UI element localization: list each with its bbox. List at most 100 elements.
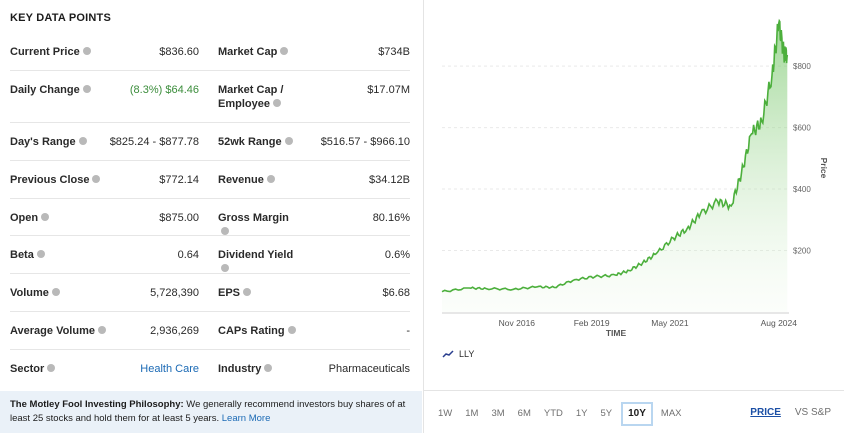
data-label-text: CAPs Rating <box>218 325 285 337</box>
y-tick-label: $800 <box>793 62 811 71</box>
data-value: (8.3%) $64.46 <box>129 84 199 96</box>
info-icon[interactable] <box>36 250 45 259</box>
info-icon[interactable] <box>284 137 293 146</box>
mode-tab-price[interactable]: PRICE <box>750 407 781 418</box>
philosophy-text: We generally recommend investors buy sha… <box>10 399 406 424</box>
data-value: $836.60 <box>159 46 199 58</box>
x-axis-label: TIME <box>606 328 627 338</box>
range-button-1y[interactable]: 1Y <box>575 408 588 419</box>
data-value: 2,936,269 <box>150 325 199 337</box>
philosophy-heading: The Motley Fool Investing Philosophy: <box>10 399 184 410</box>
data-value: 5,728,390 <box>150 287 199 299</box>
data-cell: Industry Pharmaceuticals <box>218 350 410 387</box>
data-row: Sector Health Care Industry Pharmaceuticals <box>10 350 410 387</box>
info-icon[interactable] <box>41 213 50 222</box>
data-label-text: Industry <box>218 363 262 375</box>
section-title: KEY DATA POINTS <box>10 12 111 24</box>
data-label: Beta <box>10 248 45 262</box>
range-button-10y[interactable]: 10Y <box>621 402 653 426</box>
info-icon[interactable] <box>78 137 87 146</box>
data-label-text: Beta <box>10 249 34 261</box>
info-icon[interactable] <box>266 175 275 184</box>
mode-tab-vs-sp[interactable]: VS S&P <box>794 407 831 418</box>
philosophy-banner: The Motley Fool Investing Philosophy: We… <box>0 391 422 433</box>
data-cell: Daily Change (8.3%) $64.46 <box>10 71 209 122</box>
data-label-text: Open <box>10 212 39 224</box>
info-icon[interactable] <box>280 47 289 56</box>
data-label: 52wk Range <box>218 135 293 149</box>
data-label-text: Sector <box>10 363 45 375</box>
data-label: EPS <box>218 286 252 300</box>
key-data-panel: KEY DATA POINTS Current Price $836.60 Mark… <box>0 12 422 433</box>
data-label: CAPs Rating <box>218 324 296 338</box>
mode-selector: PRICE VS S&P <box>736 407 831 418</box>
data-cell: Gross Margin 80.16% <box>218 199 410 236</box>
data-cell: Dividend Yield 0.6% <box>218 236 410 273</box>
data-label: Volume <box>10 286 60 300</box>
data-label: Market Cap / Employee <box>218 83 298 111</box>
info-icon[interactable] <box>264 364 273 373</box>
data-cell: Previous Close $772.14 <box>10 161 209 198</box>
data-label-text: Average Volume <box>10 325 95 337</box>
data-cell: CAPs Rating - <box>218 312 410 349</box>
y-tick-label: $200 <box>793 247 811 256</box>
data-row: Day's Range $825.24 - $877.78 52wk Range $5… <box>10 123 410 161</box>
data-value[interactable]: Health Care <box>140 363 199 375</box>
data-label: Gross Margin <box>218 211 298 239</box>
chart-controls: 1W 1M 3M 6M YTD 1Y 5Y 10Y MAX PRICE VS S&P <box>424 390 844 433</box>
data-row: Open $875.00 Gross Margin 80.16% <box>10 199 410 236</box>
x-tick-label: Nov 2016 <box>499 318 536 328</box>
learn-more-link[interactable]: Learn More <box>221 413 271 424</box>
data-label: Market Cap <box>218 45 289 59</box>
data-label: Dividend Yield <box>218 248 298 276</box>
data-label-text: EPS <box>218 287 241 299</box>
data-cell: Open $875.00 <box>10 199 209 235</box>
y-tick-label: $400 <box>793 185 811 194</box>
info-icon[interactable] <box>51 288 60 297</box>
range-button-6m[interactable]: 6M <box>517 408 531 419</box>
data-label: Daily Change <box>10 83 91 97</box>
info-icon[interactable] <box>221 264 229 273</box>
key-data-grid: Current Price $836.60 Market Cap $734B Daily… <box>10 33 410 387</box>
range-button-5y[interactable]: 5Y <box>600 408 613 419</box>
chart-legend[interactable]: LLY <box>442 349 474 359</box>
chart-panel: $200 $400 $600 $800 Nov 2016 Feb 2019 May 2021… <box>423 0 844 433</box>
data-cell: Current Price $836.60 <box>10 33 209 70</box>
data-value: $34.12B <box>369 174 410 186</box>
info-icon[interactable] <box>97 326 106 335</box>
data-cell: EPS $6.68 <box>218 274 410 311</box>
range-button-ytd[interactable]: YTD <box>543 408 563 419</box>
data-label-text: Current Price <box>10 46 80 58</box>
range-button-1m[interactable]: 1M <box>465 408 479 419</box>
data-label-text: Market Cap <box>218 46 278 58</box>
data-row: Previous Close $772.14 Revenue $34.12B <box>10 161 410 199</box>
data-cell: Market Cap / Employee $17.07M <box>218 71 410 122</box>
info-icon[interactable] <box>82 85 91 94</box>
data-value: 0.6% <box>384 249 410 261</box>
info-icon[interactable] <box>47 364 56 373</box>
data-value: - <box>406 325 410 337</box>
data-label-text: Dividend Yield <box>218 249 294 261</box>
data-label: Current Price <box>10 45 91 59</box>
x-tick-label: Feb 2019 <box>574 318 610 328</box>
data-value: 0.64 <box>177 249 199 261</box>
range-button-max[interactable]: MAX <box>660 408 682 419</box>
range-button-1w[interactable]: 1W <box>438 408 453 419</box>
range-button-3m[interactable]: 3M <box>491 408 505 419</box>
data-row: Daily Change (8.3%) $64.46 Market Cap / Em… <box>10 71 410 123</box>
info-icon[interactable] <box>221 227 229 236</box>
data-label-text: Revenue <box>218 174 264 186</box>
data-value: 80.16% <box>372 212 410 224</box>
info-icon[interactable] <box>287 326 296 335</box>
info-icon[interactable] <box>272 99 281 108</box>
price-area <box>442 20 788 313</box>
data-label: Sector <box>10 362 56 376</box>
info-icon[interactable] <box>82 47 91 56</box>
data-cell: Market Cap $734B <box>218 33 410 70</box>
data-value: $17.07M <box>367 84 410 96</box>
data-value: $516.57 - $966.10 <box>320 136 410 148</box>
info-icon[interactable] <box>92 175 101 184</box>
info-icon[interactable] <box>243 288 252 297</box>
data-label-text: Day's Range <box>10 136 76 148</box>
data-label-text: Gross Margin <box>218 212 289 224</box>
